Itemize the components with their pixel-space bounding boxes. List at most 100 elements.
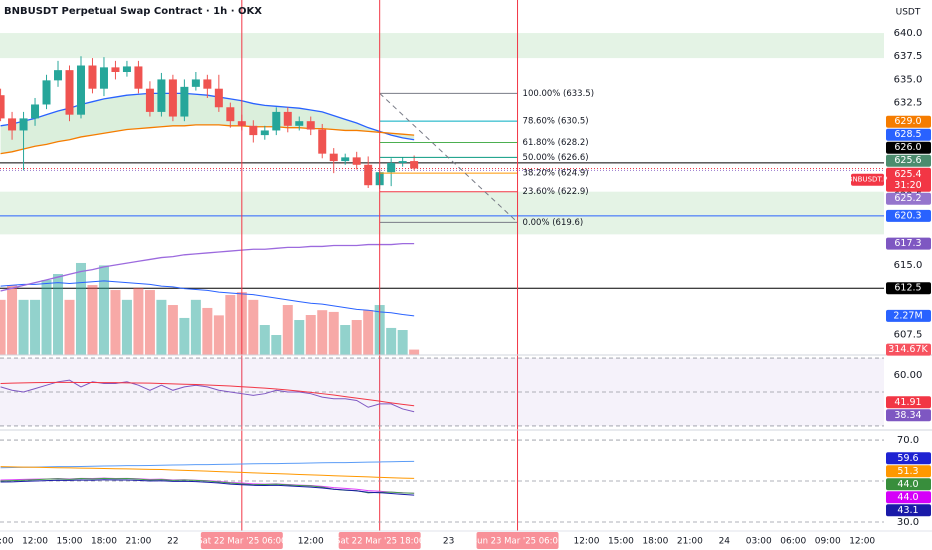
countdown: 31:20 xyxy=(894,180,921,191)
fib-label: 100.00% (633.5) xyxy=(523,89,595,99)
volume-bar xyxy=(144,290,155,355)
candle-body xyxy=(145,88,154,112)
y-tick-label: 635.0 xyxy=(894,74,923,85)
price-label: 2.27M xyxy=(886,309,931,322)
price-label-box xyxy=(886,282,931,295)
candle-body xyxy=(398,161,407,163)
candle-body xyxy=(387,162,396,173)
fib-label: 78.60% (630.5) xyxy=(523,117,589,127)
price-label-box xyxy=(886,491,931,504)
y-tick-label: 640.0 xyxy=(894,28,923,39)
price-label-box xyxy=(886,209,931,222)
axes: 640.0637.5635.0632.5622.5615.0607.509:00… xyxy=(0,28,932,549)
x-tick-label: 22 xyxy=(167,537,178,547)
time-marker-label: Sat 22 Mar '25 18:00 xyxy=(335,537,424,547)
candle-body xyxy=(54,70,63,81)
price-label: 612.5 xyxy=(886,282,931,295)
x-tick-label: 09:00 xyxy=(815,537,841,547)
price-label: 625.431:20 BNBUSDT.P xyxy=(848,167,931,192)
volume-bar xyxy=(363,310,374,355)
price-label-text: 626.0 xyxy=(894,142,921,153)
volume-bar xyxy=(259,325,270,355)
price-label-box xyxy=(886,128,931,141)
volume-bar xyxy=(0,299,6,355)
y-tick-label: 70.0 xyxy=(897,435,919,446)
price-label-box xyxy=(886,167,931,192)
candle-body xyxy=(88,65,97,89)
price-label-text: 625.2 xyxy=(894,193,921,204)
volume-bar xyxy=(317,310,328,355)
price-label: 620.3 xyxy=(886,209,931,222)
x-tick-label: 06:00 xyxy=(780,537,806,547)
fib-label: 50.00% (626.6) xyxy=(523,153,589,163)
x-tick-label: 15:00 xyxy=(57,537,83,547)
ma-line xyxy=(0,124,415,155)
candle-body xyxy=(134,66,143,89)
price-label-box xyxy=(886,478,931,491)
y-tick-label: 60.00 xyxy=(894,370,923,381)
price-label-box xyxy=(886,504,931,517)
candle-body xyxy=(42,80,51,105)
price-label-text: 625.6 xyxy=(894,155,921,166)
candle-body xyxy=(76,65,85,115)
price-label: 617.3 xyxy=(886,237,931,250)
time-marker-label: Sun 23 Mar '25 06:00 xyxy=(472,537,563,547)
candle-body xyxy=(341,157,350,162)
candle-body xyxy=(272,111,281,131)
price-label-text: 44.0 xyxy=(897,479,918,490)
candle-body xyxy=(31,104,40,119)
price-label: 51.3 xyxy=(886,465,931,478)
y-tick-label: 637.5 xyxy=(894,51,923,62)
symbol-tag: BNBUSDT.P xyxy=(848,176,888,184)
price-label-text: 41.91 xyxy=(894,397,921,408)
zone xyxy=(0,33,884,59)
x-tick-label: 21:00 xyxy=(677,537,703,547)
volume-bar xyxy=(110,290,121,355)
volume-bar xyxy=(190,299,201,355)
volume-bar xyxy=(409,349,420,355)
candle-body xyxy=(329,153,338,162)
indicator-line xyxy=(0,460,415,469)
price-label-text: 59.6 xyxy=(897,453,918,464)
fib-label: 0.00% (619.6) xyxy=(523,218,584,228)
volume-bar xyxy=(156,299,167,355)
price-label: 59.6 xyxy=(886,452,931,465)
volume-bar xyxy=(133,287,144,355)
volume-bar xyxy=(328,311,339,355)
fib-label: 38.20% (624.9) xyxy=(523,169,589,179)
price-label-text: 51.3 xyxy=(897,466,918,477)
price-label-text: 628.5 xyxy=(894,129,921,140)
indicator-line xyxy=(0,379,415,413)
volume-bar xyxy=(98,265,109,355)
price-label: 44.0 xyxy=(886,478,931,491)
volume-bar xyxy=(87,285,98,355)
candle-body xyxy=(122,66,131,73)
price-label-text: 612.5 xyxy=(894,283,921,294)
volume-bar xyxy=(386,327,397,355)
symbol-tag-box xyxy=(851,173,884,186)
x-tick-label: 12:00 xyxy=(849,537,875,547)
candle-body xyxy=(8,118,17,131)
volume-bar xyxy=(53,274,64,355)
volume-ma-line xyxy=(0,280,415,317)
candle-body xyxy=(65,70,74,115)
volume-bar xyxy=(282,305,293,355)
price-label-box xyxy=(886,409,931,422)
y-tick-label: 632.5 xyxy=(894,98,923,109)
price-label: 626.0 xyxy=(886,141,931,154)
candle-body xyxy=(19,118,28,131)
price-label: 625.6 xyxy=(886,154,931,167)
price-label-box xyxy=(886,452,931,465)
volume-bar xyxy=(397,330,408,355)
price-label: 625.2 xyxy=(886,192,931,205)
price-label-box xyxy=(886,154,931,167)
candle-body xyxy=(295,121,304,126)
indicator-line xyxy=(0,479,415,496)
x-tick-label: 03:00 xyxy=(746,537,772,547)
price-label-box xyxy=(886,192,931,205)
candle-body xyxy=(168,79,177,117)
price-label-text: 629.0 xyxy=(894,116,921,127)
x-tick-label: 18:00 xyxy=(91,537,117,547)
price-label: 314.67K xyxy=(886,343,931,356)
